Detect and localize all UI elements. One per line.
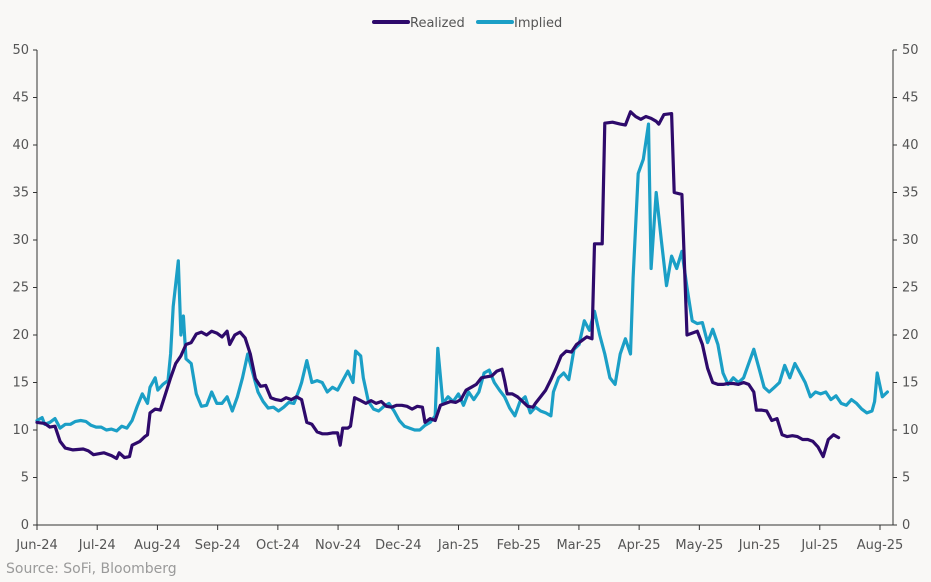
- x-tick-label: Jan-25: [437, 538, 479, 553]
- y-tick-label-right: 15: [902, 376, 919, 391]
- x-tick-label: May-25: [675, 538, 723, 553]
- y-tick-label-left: 40: [12, 138, 29, 153]
- x-tick-label: Oct-24: [256, 538, 300, 553]
- y-tick-label-right: 10: [902, 423, 919, 438]
- y-tick-label-right: 20: [902, 328, 919, 343]
- y-tick-label-right: 50: [902, 43, 919, 58]
- series-layer: [35, 110, 889, 461]
- x-tick-label: Aug-25: [857, 538, 904, 553]
- y-tick-label-left: 15: [12, 376, 29, 391]
- x-tick-label: Nov-24: [315, 538, 361, 553]
- y-tick-label-right: 40: [902, 138, 919, 153]
- series-line-implied: [35, 122, 889, 433]
- y-tick-label-left: 5: [21, 471, 29, 486]
- y-tick-label-right: 45: [902, 91, 919, 106]
- x-tick-label: Apr-25: [618, 538, 661, 553]
- y-tick-label-left: 10: [12, 423, 29, 438]
- y-tick-label-right: 5: [902, 471, 910, 486]
- y-tick-label-left: 25: [12, 281, 29, 296]
- y-tick-label-left: 30: [12, 233, 29, 248]
- axes-layer: 0 0 5 5 10 10 15 15 20 20 25 25 30 30 35 35 40 40 45 45 50 50…: [12, 43, 918, 553]
- legend-label-realized: Realized: [410, 16, 465, 31]
- legend-label-implied: Implied: [514, 16, 562, 31]
- x-tick-label: Jul-24: [78, 538, 116, 553]
- y-tick-label-left: 50: [12, 43, 29, 58]
- x-tick-label: Jun-25: [738, 538, 781, 553]
- x-tick-label: Sep-24: [195, 538, 241, 553]
- y-tick-label-right: 30: [902, 233, 919, 248]
- y-tick-label-left: 35: [12, 186, 29, 201]
- source-note: Source: SoFi, Bloomberg: [6, 561, 177, 577]
- y-tick-label-right: 0: [902, 518, 910, 533]
- x-tick-label: Jul-25: [800, 538, 838, 553]
- x-tick-label: Jun-24: [15, 538, 58, 553]
- x-tick-label: Mar-25: [556, 538, 601, 553]
- legend: Realized Implied: [372, 16, 562, 31]
- y-tick-label-right: 35: [902, 186, 919, 201]
- x-tick-label: Aug-24: [134, 538, 181, 553]
- y-tick-label-left: 0: [21, 518, 29, 533]
- series-line-realized: [35, 110, 841, 461]
- y-tick-label-left: 45: [12, 91, 29, 106]
- x-tick-label: Dec-24: [375, 538, 421, 553]
- x-tick-label: Feb-25: [497, 538, 541, 553]
- y-tick-label-right: 25: [902, 281, 919, 296]
- y-tick-label-left: 20: [12, 328, 29, 343]
